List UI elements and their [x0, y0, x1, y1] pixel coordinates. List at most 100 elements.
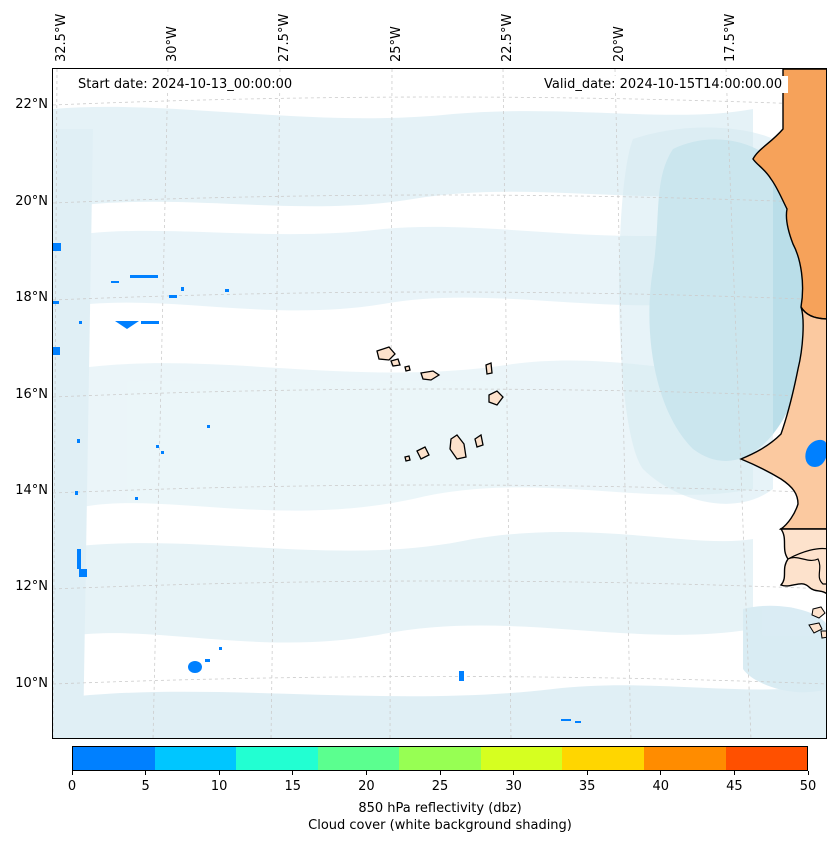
- colorbar-segment: [480, 747, 563, 770]
- colorbar-tick: [292, 771, 294, 775]
- colorbar-tick-label: 45: [726, 779, 743, 794]
- colorbar-segment: [154, 747, 237, 770]
- reflectivity-cell: [156, 445, 159, 448]
- cape-verde-islands: [376, 346, 504, 462]
- lon-label-27-5w: 27.5°W: [277, 13, 292, 62]
- colorbar-tick-label: 35: [578, 779, 596, 794]
- lat-label-18n: 18°N: [15, 290, 48, 305]
- colorbar-tick-label: 15: [284, 779, 302, 794]
- cloud-band-north: [53, 106, 753, 209]
- reflectivity-cell: [77, 439, 80, 443]
- reflectivity-cell: [111, 281, 119, 283]
- reflectivity-cell: [79, 569, 87, 577]
- reflectivity-cell: [161, 451, 164, 454]
- island-brava: [404, 455, 411, 462]
- colorbar-tick-label: 0: [67, 779, 77, 794]
- colorbar-segment: [236, 747, 318, 770]
- colorbar-segment: [399, 747, 481, 770]
- valid-date-label: Valid_date: 2024-10-15T14:00:00.00: [538, 76, 789, 93]
- colorbar-tick-label: 25: [431, 779, 449, 794]
- lon-label-25w: 25°W: [389, 26, 404, 62]
- island-sao-vicente: [390, 358, 401, 367]
- lon-label-17-5w: 17.5°W: [723, 13, 738, 62]
- colorbar-sublabel: Cloud cover (white background shading): [308, 818, 572, 833]
- colorbar-tick: [439, 771, 441, 775]
- reflectivity-cell: [181, 287, 184, 291]
- start-date-label: Start date: 2024-10-13_00:00:00: [72, 76, 299, 93]
- map-frame: [52, 68, 827, 739]
- island-bijagos-3: [820, 630, 826, 639]
- reflectivity-cell: [225, 289, 229, 292]
- colorbar-segment: [73, 747, 155, 770]
- reflectivity-cell: [130, 275, 158, 278]
- cloud-band-south: [53, 531, 753, 643]
- land-guinea-bissau: [787, 547, 826, 585]
- reflectivity-cell: [459, 671, 464, 681]
- cloud-cover-layer: [53, 106, 826, 738]
- lat-label-10n: 10°N: [15, 676, 48, 691]
- cloud-west-edge: [53, 129, 93, 738]
- colorbar-tick-label: 50: [799, 779, 817, 794]
- lon-label-30w: 30°W: [165, 26, 180, 62]
- island-bijagos-2: [808, 622, 823, 634]
- lat-label-22n: 22°N: [15, 97, 48, 112]
- cloud-band-southern-edge: [53, 684, 826, 738]
- colorbar-tick: [71, 771, 73, 775]
- island-sal: [485, 362, 493, 375]
- colorbar-tick-label: 40: [652, 779, 670, 794]
- colorbar-tick-label: 10: [210, 779, 228, 794]
- island-santo-antao: [376, 346, 396, 361]
- colorbar-tick: [807, 771, 809, 775]
- africa-landmass: [739, 69, 826, 639]
- colorbar-segment: [643, 747, 726, 770]
- lat-label-20n: 20°N: [15, 194, 48, 209]
- reflectivity-cell: [219, 647, 222, 650]
- land-guinea-coast: [779, 528, 826, 595]
- island-santiago: [449, 434, 467, 460]
- reflectivity-cell: [115, 321, 139, 329]
- colorbar-tick: [145, 771, 147, 775]
- colorbar-segment: [725, 747, 808, 770]
- reflectivity-cell: [53, 347, 60, 355]
- island-maio: [474, 433, 484, 448]
- reflectivity-cell: [77, 549, 81, 569]
- lat-label-12n: 12°N: [15, 579, 48, 594]
- reflectivity-cell: [169, 295, 177, 298]
- colorbar-tick: [660, 771, 662, 775]
- island-boa-vista: [488, 390, 504, 406]
- graticule: [53, 69, 826, 738]
- cloud-coastal-haze: [619, 127, 773, 504]
- island-santa-luzia: [404, 365, 411, 372]
- colorbar-tick-label: 5: [141, 779, 150, 794]
- colorbar-tick: [513, 771, 515, 775]
- colorbar-tick: [218, 771, 220, 775]
- colorbar: [72, 746, 808, 771]
- lat-label-16n: 16°N: [15, 387, 48, 402]
- reflectivity-lake-guiers: [805, 440, 826, 467]
- island-bijagos-1: [811, 606, 826, 619]
- reflectivity-cell: [575, 721, 581, 723]
- colorbar-tick-label: 20: [358, 779, 375, 794]
- colorbar-segment: [562, 747, 644, 770]
- cloud-southeast-patch: [743, 605, 826, 693]
- colorbar-label: 850 hPa reflectivity (dbz): [358, 801, 522, 816]
- colorbar-tick: [586, 771, 588, 775]
- reflectivity-cell: [79, 321, 82, 324]
- island-sao-nicolau: [420, 370, 441, 381]
- lat-label-14n: 14°N: [15, 483, 48, 498]
- colorbar-segment: [317, 747, 400, 770]
- lon-label-22-5w: 22.5°W: [500, 13, 515, 62]
- reflectivity-cell: [53, 243, 61, 251]
- map-canvas: [53, 69, 826, 738]
- reflectivity-cell: [53, 301, 59, 304]
- island-fogo: [416, 446, 430, 460]
- reflectivity-layer: [53, 243, 581, 723]
- reflectivity-cell: [207, 425, 210, 428]
- lon-label-32-5w: 32.5°W: [54, 13, 69, 62]
- reflectivity-cell: [135, 497, 138, 500]
- lon-label-20w: 20°W: [612, 26, 627, 62]
- colorbar-tick: [733, 771, 735, 775]
- reflectivity-cell: [188, 661, 202, 673]
- reflectivity-cell: [205, 659, 210, 662]
- reflectivity-cell: [561, 719, 571, 721]
